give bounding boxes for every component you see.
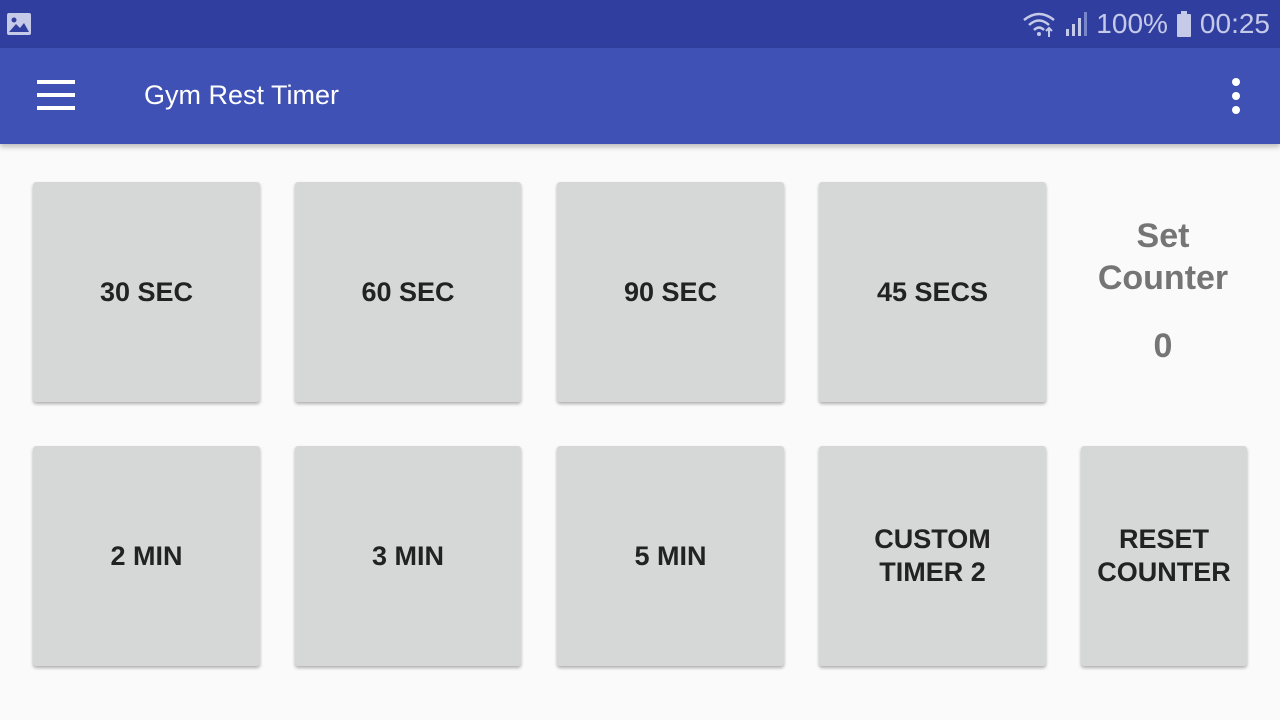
app-bar: Gym Rest Timer bbox=[0, 48, 1280, 144]
set-counter-value: 0 bbox=[1153, 327, 1173, 365]
app-title: Gym Rest Timer bbox=[144, 80, 340, 110]
timer-5-min-button[interactable]: 5 MIN bbox=[557, 446, 784, 666]
timer-90-sec-button[interactable]: 90 SEC bbox=[557, 182, 784, 402]
set-counter-label: Set Counter bbox=[1097, 217, 1229, 297]
image-icon bbox=[7, 13, 31, 35]
timer-45-secs-button[interactable]: 45 SECS bbox=[819, 182, 1046, 402]
set-counter: Set Counter 0 bbox=[1080, 215, 1246, 366]
clock: 00:25 bbox=[1199, 8, 1270, 39]
status-bar: 100% 00:25 bbox=[0, 0, 1280, 48]
custom-timer-2-button[interactable]: CUSTOM TIMER 2 bbox=[819, 446, 1046, 666]
signal-icon bbox=[1066, 12, 1088, 36]
timer-60-sec-button[interactable]: 60 SEC bbox=[295, 182, 521, 402]
timer-30-sec-button[interactable]: 30 SEC bbox=[33, 182, 260, 402]
hamburger-menu-icon[interactable] bbox=[37, 80, 75, 110]
wifi-icon bbox=[1023, 12, 1056, 37]
reset-counter-button[interactable]: RESET COUNTER bbox=[1081, 446, 1247, 666]
timer-2-min-button[interactable]: 2 MIN bbox=[33, 446, 260, 666]
battery-icon bbox=[1176, 11, 1191, 37]
more-vert-icon[interactable] bbox=[1226, 78, 1246, 114]
battery-percent: 100% bbox=[1096, 8, 1168, 39]
timer-3-min-button[interactable]: 3 MIN bbox=[295, 446, 521, 666]
